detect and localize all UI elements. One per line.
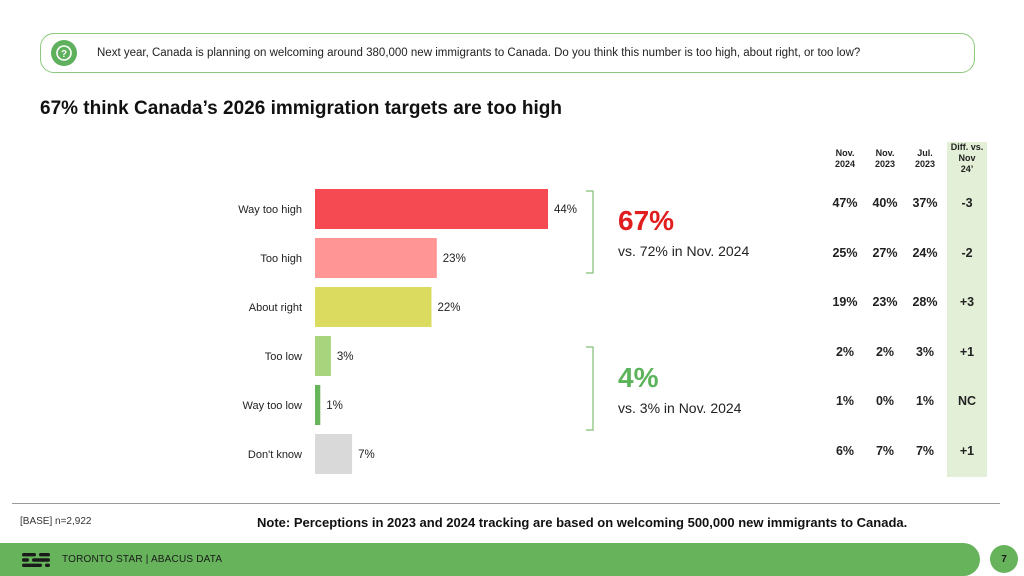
table-cell: 2%	[875, 344, 895, 359]
table-cell: +1	[959, 344, 975, 359]
table-cell: NC	[957, 394, 977, 408]
table-cell: 19%	[832, 295, 858, 309]
too-high-callout-sub: vs. 72% in Nov. 2024	[618, 243, 750, 259]
table-cell: 27%	[872, 245, 898, 260]
abacus-logo-icon	[22, 553, 50, 567]
table-cell: 0%	[875, 394, 895, 408]
bar-don-t-know	[315, 434, 353, 474]
svg-text:?: ?	[61, 49, 67, 60]
table-cell: 37%	[912, 196, 938, 210]
table-header-line: Nov.	[875, 148, 895, 158]
table-cell: 28%	[912, 295, 938, 309]
footer-bar: TORONTO STAR | ABACUS DATA	[0, 543, 980, 576]
category-label-way-too-low: Way too low	[242, 400, 302, 412]
value-label-way-too-high: 44%	[554, 204, 577, 216]
table-cell: 7%	[875, 443, 895, 458]
table-cell: -2	[961, 245, 973, 260]
table-cell: 6%	[835, 443, 855, 458]
footer-brand: TORONTO STAR | ABACUS DATA	[62, 554, 223, 565]
table-cell: -3	[961, 196, 973, 210]
table-cell: 3%	[915, 344, 935, 359]
too-low-bracket	[586, 346, 594, 431]
table-cell: 1%	[915, 394, 935, 408]
bar-too-low	[315, 336, 331, 376]
bar-about-right	[315, 287, 432, 327]
table-cell: +3	[959, 295, 975, 309]
table-header-line: 2023	[914, 159, 936, 169]
table-header-line: Nov.	[835, 148, 855, 158]
table-header-line: Diff. vs.	[950, 142, 984, 152]
question-box: ? Next year, Canada is planning on welco…	[40, 33, 975, 73]
table-cell: 25%	[832, 245, 858, 260]
bar-too-high	[315, 238, 437, 278]
table-header-0: Nov. 2024	[825, 148, 865, 170]
table-cell: 40%	[872, 196, 898, 210]
base-text: [BASE] n=2,922	[20, 516, 92, 527]
table-cell: 1%	[835, 394, 855, 408]
slide-title: 67% think Canada’s 2026 immigration targ…	[40, 98, 562, 119]
table-header-line: 2024	[834, 159, 856, 169]
category-label-too-high: Too high	[260, 253, 302, 265]
table-cell: 2%	[835, 344, 855, 359]
category-label-about-right: About right	[249, 302, 302, 314]
value-label-too-low: 3%	[337, 351, 354, 363]
note-text: Note: Perceptions in 2023 and 2024 track…	[257, 515, 908, 530]
too-high-bracket	[586, 190, 594, 274]
table-cell: 24%	[912, 245, 938, 260]
question-text: Next year, Canada is planning on welcomi…	[97, 47, 861, 59]
value-label-too-high: 23%	[443, 253, 466, 265]
category-label-too-low: Too low	[265, 351, 302, 363]
table-header-line: 2023	[874, 159, 896, 169]
table-header-3: Diff. vs. Nov 24’	[947, 142, 987, 175]
diff-column-bg	[947, 142, 987, 477]
table-cell: 47%	[832, 196, 858, 210]
category-label-way-too-high: Way too high	[238, 204, 302, 216]
value-label-way-too-low: 1%	[326, 400, 343, 412]
divider	[12, 503, 1000, 504]
bar-way-too-high	[315, 189, 548, 229]
bar-way-too-low	[315, 385, 321, 425]
table-header-line: Nov	[958, 153, 976, 163]
table-header-1: Nov. 2023	[865, 148, 905, 170]
table-cell: +1	[959, 443, 975, 458]
too-low-callout-sub: vs. 3% in Nov. 2024	[618, 400, 742, 416]
question-bubble-icon: ?	[51, 40, 77, 66]
too-low-callout-value: 4%	[618, 362, 659, 393]
value-label-about-right: 22%	[438, 302, 461, 314]
table-cell: 7%	[915, 443, 935, 458]
category-label-don-t-know: Don't know	[248, 449, 302, 461]
table-cell: 23%	[872, 295, 898, 309]
table-header-line: 24’	[960, 164, 974, 174]
too-high-callout-value: 67%	[618, 205, 675, 236]
page-number: 7	[990, 545, 1018, 573]
value-label-don-t-know: 7%	[358, 449, 375, 461]
table-header-line: Jul.	[917, 148, 933, 158]
table-header-2: Jul. 2023	[905, 148, 945, 170]
